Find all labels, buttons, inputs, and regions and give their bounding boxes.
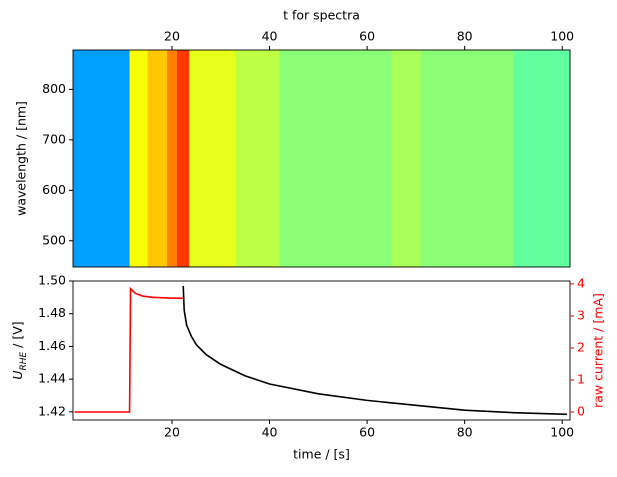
heatmap-cell [420,50,514,267]
y-tick-label: 600 [42,182,66,197]
x-tick-label: 20 [164,425,180,440]
y2-tick-label: 0 [577,403,585,418]
plot-area [74,285,568,416]
y2-axis-label: raw current / [mA] [591,293,606,408]
axes-frame [72,280,571,421]
y-tick-label: 500 [42,232,66,247]
plot-area [73,50,571,267]
heatmap-cell [167,50,178,267]
heatmap-cell [189,50,236,267]
y-tick-label: 1.46 [38,338,66,353]
y-tick-label: 1.50 [38,273,66,288]
y-axis-label: wavelength / [nm] [14,101,29,216]
heatmap-cell [73,50,131,267]
x-tick-label: 40 [262,29,278,44]
heatmap-cell [235,50,280,267]
heatmap-cell [176,50,190,267]
y2-tick-label: 1 [577,371,585,386]
x-tick-label: 40 [262,425,278,440]
x-tick-label: 20 [164,29,180,44]
y-axis-label-part: / [V] [10,321,25,351]
heatmap-cell [279,50,392,267]
line-series [74,286,184,413]
x-axis-label: t for spectra [283,8,360,23]
x-tick-label: 100 [550,29,574,44]
x-tick-label: 100 [550,425,574,440]
y2-tick-label: 4 [577,275,585,290]
x-tick-label: 60 [359,29,375,44]
y-axis-label: URHE / [V] [10,321,29,379]
y2-tick-label: 3 [577,307,585,322]
y-axis-label-part: RHE [19,351,29,370]
axes-frame [72,49,571,268]
y-tick-label: 1.48 [38,305,66,320]
y-tick-label: 1.44 [38,371,66,386]
x-tick-label: 60 [359,425,375,440]
heatmap-cell [147,50,168,267]
x-axis-label: time / [s] [293,447,350,462]
x-tick-label: 80 [457,29,473,44]
heatmap-cell [513,50,571,267]
heatmap-cell [391,50,422,267]
line-series [182,285,568,416]
x-tick-label: 80 [457,425,473,440]
y-axis-label-part: U [10,371,25,380]
y2-tick-label: 2 [577,339,585,354]
y-tick-label: 800 [42,81,66,96]
y-tick-label: 1.42 [38,403,66,418]
y-tick-label: 700 [42,131,66,146]
heatmap-cell [129,50,149,267]
